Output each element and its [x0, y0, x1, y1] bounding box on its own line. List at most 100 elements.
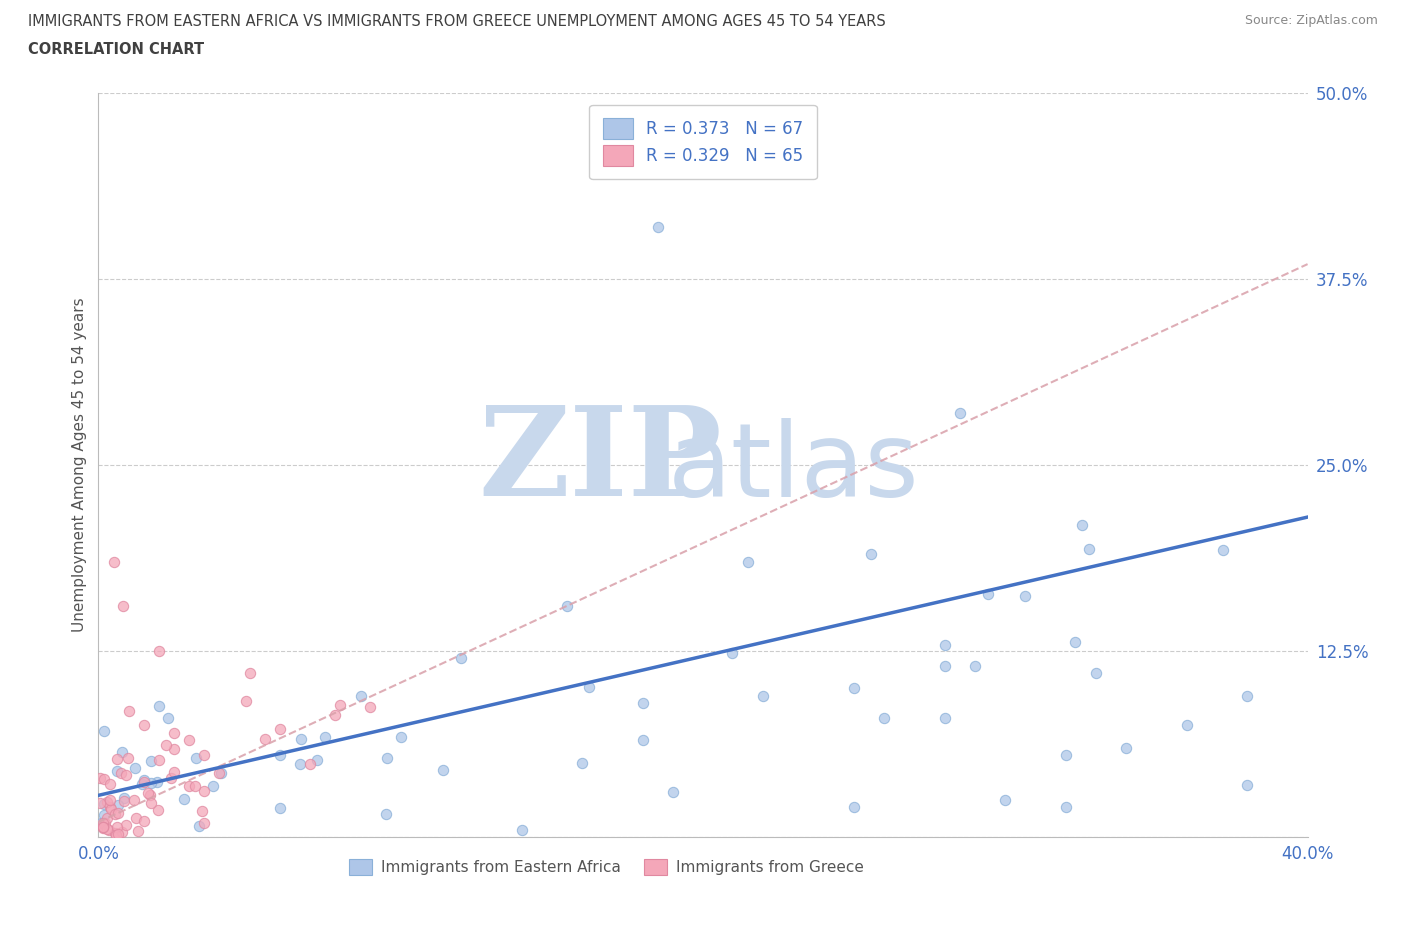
Point: [163, 725, 186, 740]
Point: [91, 815, 114, 830]
Point: [112, 793, 135, 808]
Point: [111, 599, 134, 614]
Point: [721, 645, 744, 660]
Point: [647, 219, 669, 234]
Point: [1085, 666, 1108, 681]
Point: [155, 737, 177, 752]
Point: [91, 819, 114, 834]
Point: [173, 791, 195, 806]
Point: [91, 820, 114, 835]
Point: [107, 798, 129, 813]
Point: [253, 731, 276, 746]
Text: CORRELATION CHART: CORRELATION CHART: [28, 42, 204, 57]
Point: [188, 818, 211, 833]
Point: [163, 764, 186, 779]
Point: [965, 658, 987, 673]
Point: [201, 779, 224, 794]
Point: [307, 752, 329, 767]
Point: [290, 757, 312, 772]
Point: [132, 773, 155, 788]
Point: [104, 826, 127, 841]
Point: [141, 795, 163, 810]
Text: Source: ZipAtlas.com: Source: ZipAtlas.com: [1244, 14, 1378, 27]
Point: [1054, 748, 1077, 763]
Text: IMMIGRANTS FROM EASTERN AFRICA VS IMMIGRANTS FROM GREECE UNEMPLOYMENT AMONG AGES: IMMIGRANTS FROM EASTERN AFRICA VS IMMIGR…: [28, 14, 886, 29]
Point: [94, 816, 117, 830]
Text: atlas: atlas: [668, 418, 920, 519]
Point: [631, 733, 654, 748]
Point: [1175, 718, 1198, 733]
Point: [299, 757, 322, 772]
Point: [89, 771, 111, 786]
Point: [193, 784, 215, 799]
Point: [163, 742, 186, 757]
Point: [1212, 543, 1234, 558]
Point: [96, 822, 118, 837]
Point: [844, 800, 866, 815]
Point: [934, 638, 956, 653]
Point: [269, 748, 291, 763]
Point: [1115, 740, 1137, 755]
Point: [432, 762, 454, 777]
Point: [235, 694, 257, 709]
Point: [325, 708, 347, 723]
Point: [314, 730, 336, 745]
Point: [96, 811, 118, 826]
Point: [1014, 589, 1036, 604]
Point: [105, 828, 128, 843]
Point: [1070, 517, 1092, 532]
Point: [132, 718, 155, 733]
Point: [375, 751, 398, 765]
Point: [752, 688, 775, 703]
Point: [160, 770, 183, 785]
Point: [107, 827, 129, 842]
Point: [146, 775, 169, 790]
Point: [93, 724, 115, 738]
Point: [139, 788, 162, 803]
Point: [571, 755, 593, 770]
Point: [555, 599, 578, 614]
Legend: R = 0.373   N = 67, R = 0.329   N = 65: R = 0.373 N = 67, R = 0.329 N = 65: [589, 105, 817, 179]
Point: [115, 817, 138, 832]
Point: [105, 751, 128, 766]
Point: [93, 772, 115, 787]
Point: [239, 666, 262, 681]
Point: [111, 825, 134, 840]
Point: [156, 711, 179, 725]
Point: [96, 794, 118, 809]
Point: [148, 698, 170, 713]
Point: [89, 796, 111, 811]
Point: [510, 822, 533, 837]
Point: [105, 819, 128, 834]
Point: [97, 822, 120, 837]
Point: [124, 761, 146, 776]
Point: [860, 547, 883, 562]
Point: [107, 805, 129, 820]
Point: [360, 699, 382, 714]
Point: [269, 800, 291, 815]
Point: [134, 775, 156, 790]
Point: [93, 796, 115, 811]
Y-axis label: Unemployment Among Ages 45 to 54 years: Unemployment Among Ages 45 to 54 years: [72, 298, 87, 632]
Point: [103, 554, 125, 569]
Point: [132, 814, 155, 829]
Point: [844, 681, 866, 696]
Point: [1054, 800, 1077, 815]
Point: [184, 751, 207, 765]
Point: [193, 748, 215, 763]
Point: [112, 791, 135, 806]
Point: [631, 696, 654, 711]
Point: [191, 804, 214, 818]
Point: [977, 587, 1000, 602]
Point: [111, 745, 134, 760]
Point: [949, 405, 972, 420]
Point: [148, 644, 170, 658]
Point: [100, 802, 122, 817]
Point: [118, 703, 141, 718]
Point: [208, 765, 231, 780]
Point: [117, 751, 139, 765]
Point: [136, 786, 159, 801]
Point: [1236, 688, 1258, 703]
Point: [1078, 541, 1101, 556]
Point: [1236, 777, 1258, 792]
